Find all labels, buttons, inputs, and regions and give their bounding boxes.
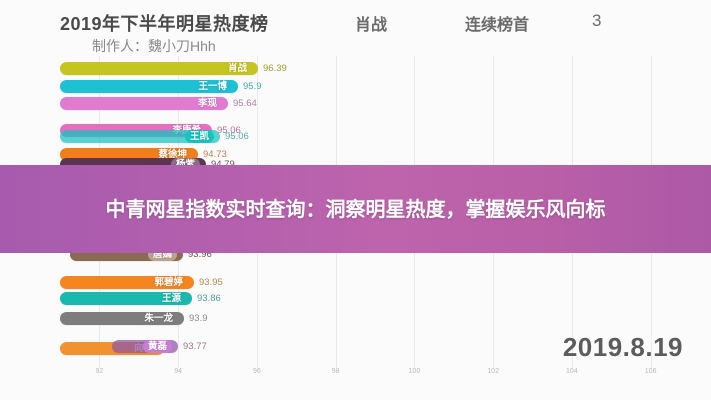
x-axis-tick: 104 [566, 368, 578, 375]
leader-name: 肖战 [355, 17, 388, 34]
x-axis-tick: 100 [408, 368, 421, 375]
bar-label: 王一博 [193, 80, 232, 93]
bar-value: 94.79 [211, 158, 235, 171]
promo-banner: 中青网星指数实时查询：洞察明星热度，掌握娱乐风向标 [0, 165, 711, 253]
bar-value: 95.9 [243, 81, 262, 92]
x-axis-tick: 102 [487, 368, 499, 375]
bar-label: 李现 [192, 97, 222, 110]
bar-label: 王源 [156, 292, 186, 305]
bar-value: 93.95 [199, 277, 223, 288]
x-axis-tick: 106 [644, 368, 657, 375]
bar-label: 黄磊 [142, 340, 172, 353]
bar-label: 王凯 [184, 130, 214, 143]
date-readout: 2019.8.19 [562, 332, 683, 362]
bar-value: 96.39 [263, 63, 287, 74]
bar [60, 130, 220, 143]
x-axis-tick: 92 [95, 368, 104, 375]
bar-value: 93.96 [188, 249, 212, 260]
bar [60, 62, 258, 75]
x-axis: 92 94 96 98 100 102 104 106 [60, 368, 690, 384]
bar-value: 95.64 [233, 98, 257, 109]
chart-subtitle: 制作人：魏小刀Hhh [92, 38, 216, 54]
bar-label: 朱一龙 [139, 312, 178, 325]
leader-streak-value: 3 [592, 11, 602, 30]
bar [60, 97, 228, 110]
bar-label: 蔡徐坤 [153, 148, 192, 161]
chart-header: 2019年下半年明星热度榜 制作人：魏小刀Hhh 肖战 连续榜首 3 [0, 0, 711, 56]
bar-label: 郭碧婷 [149, 276, 188, 289]
bar-label: 肖战 [222, 62, 252, 75]
bar-value: 95.06 [217, 125, 241, 136]
bar-value: 93.86 [197, 293, 221, 304]
bar-value: 93.77 [183, 341, 207, 352]
bar-value: 95.06 [225, 131, 249, 142]
promo-banner-text: 中青网星指数实时查询：洞察明星热度，掌握娱乐风向标 [105, 196, 606, 221]
page-title: 2019年下半年明星热度榜 [60, 14, 269, 34]
x-axis-tick: 98 [331, 368, 340, 375]
leader-streak-label: 连续榜首 [465, 17, 530, 34]
x-axis-tick: 96 [252, 368, 261, 375]
bar-value: 93.9 [189, 313, 208, 324]
bar-value: 94.73 [203, 149, 227, 160]
x-axis-tick: 94 [174, 368, 183, 375]
